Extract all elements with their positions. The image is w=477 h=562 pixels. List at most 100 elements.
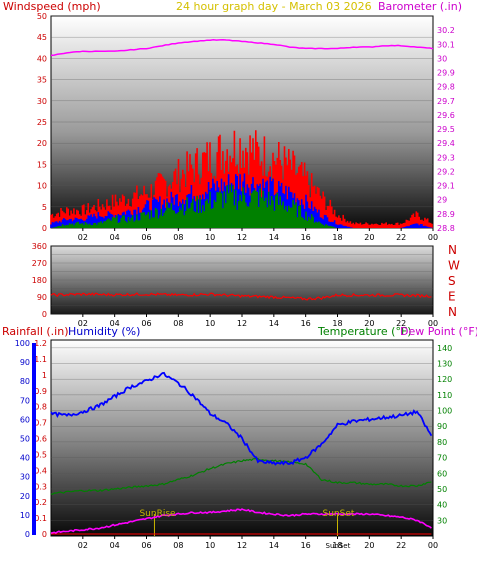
wind-y-tick-label: 35 (37, 76, 47, 85)
wind-y-tick-label: 10 (37, 182, 47, 191)
barometer-y-tick-label: 29.3 (437, 153, 455, 162)
barometer-y-tick-label: 28.9 (437, 210, 455, 219)
direction-y-tick-label: 90 (37, 293, 47, 302)
temp-x-tick-label: 06 (141, 541, 151, 550)
barometer-y-tick-label: 29.5 (437, 125, 455, 134)
compass-label: S (448, 274, 456, 288)
wind-y-tick-label: 20 (37, 139, 47, 148)
temperature-y-tick-label: 140 (437, 344, 452, 353)
rainfall-y-tick-label: 0.1 (34, 514, 47, 523)
compass-label: N (448, 243, 457, 257)
wind-x-tick-label: 02 (78, 233, 88, 242)
humidity-y-tick-label: 80 (20, 377, 30, 386)
barometer-axis-title: Barometer (.in) (378, 0, 462, 13)
barometer-y-tick-label: 29.6 (437, 111, 455, 120)
temp-x-tick-label: 14 (269, 541, 279, 550)
wind-x-tick-label: 06 (141, 233, 151, 242)
temp-x-tick-label: 16 (301, 541, 311, 550)
compass-label: W (448, 259, 460, 273)
temperature-y-tick-label: 30 (437, 516, 447, 525)
temperature-y-tick-label: 40 (437, 501, 447, 510)
direction-x-tick-label: 18 (332, 319, 342, 328)
barometer-y-tick-label: 30.2 (437, 26, 455, 35)
sunrise-label: SunRise (139, 509, 176, 519)
wind-y-tick-label: 50 (37, 12, 47, 21)
humidity-y-tick-label: 60 (20, 415, 30, 424)
sunset-axis-label: SunSet (326, 542, 351, 550)
wind-y-tick-label: 30 (37, 97, 47, 106)
compass-label: E (448, 290, 456, 304)
temperature-y-tick-label: 90 (437, 422, 447, 431)
temp-x-tick-label: 10 (205, 541, 215, 550)
temp-x-tick-label: 02 (78, 541, 88, 550)
humidity-y-tick-label: 40 (20, 454, 30, 463)
humidity-y-tick-label: 30 (20, 473, 30, 482)
barometer-y-tick-label: 29.4 (437, 139, 455, 148)
temp-x-tick-label: 22 (396, 541, 406, 550)
wind-y-tick-label: 40 (37, 54, 47, 63)
humidity-y-tick-label: 20 (20, 492, 30, 501)
direction-x-tick-label: 14 (269, 319, 279, 328)
rainfall-y-tick-label: 0.5 (34, 450, 47, 459)
wind-y-tick-label: 45 (37, 33, 47, 42)
barometer-y-tick-label: 28.8 (437, 224, 455, 233)
direction-y-tick-label: 180 (32, 276, 47, 285)
rainfall-y-tick-label: 0.2 (34, 498, 47, 507)
barometer-y-tick-label: 29.7 (437, 97, 455, 106)
wind-x-tick-label: 22 (396, 233, 406, 242)
direction-x-tick-label: 08 (173, 319, 183, 328)
wind-y-tick-label: 5 (42, 203, 47, 212)
direction-x-tick-label: 00 (428, 319, 438, 328)
barometer-y-tick-label: 30.1 (437, 40, 455, 49)
wind-x-tick-label: 14 (269, 233, 279, 242)
barometer-y-tick-label: 29 (437, 196, 447, 205)
rainfall-y-tick-label: 1.2 (34, 339, 47, 348)
dew-point-axis-title: Dew Point (°F) (400, 325, 477, 338)
temperature-y-tick-label: 120 (437, 375, 452, 384)
wind-x-tick-label: 10 (205, 233, 215, 242)
direction-x-tick-label: 20 (364, 319, 374, 328)
temp-x-tick-label: 04 (110, 541, 120, 550)
wind-y-tick-label: 15 (37, 160, 47, 169)
direction-x-tick-label: 04 (110, 319, 120, 328)
wind-x-tick-label: 18 (332, 233, 342, 242)
direction-x-tick-label: 12 (237, 319, 247, 328)
wind-x-tick-label: 12 (237, 233, 247, 242)
rainfall-y-tick-label: 0 (42, 530, 47, 539)
humidity-y-tick-label: 100 (15, 339, 30, 348)
barometer-y-tick-label: 29.1 (437, 182, 455, 191)
temperature-y-tick-label: 100 (437, 407, 452, 416)
sunset-label: SunSet (323, 509, 355, 519)
humidity-y-tick-label: 70 (20, 396, 30, 405)
humidity-y-tick-label: 0 (25, 530, 30, 539)
direction-x-tick-label: 16 (301, 319, 311, 328)
temperature-y-tick-label: 70 (437, 454, 447, 463)
barometer-y-tick-label: 29.8 (437, 83, 455, 92)
temp-x-tick-label: 20 (364, 541, 374, 550)
chart-title: 24 hour graph day - March 03 2026 (176, 0, 372, 13)
rainfall-y-tick-label: 0.4 (34, 466, 47, 475)
rainfall-y-tick-label: 0.3 (34, 482, 47, 491)
direction-x-tick-label: 02 (78, 319, 88, 328)
wind-x-tick-label: 04 (110, 233, 120, 242)
direction-x-tick-label: 22 (396, 319, 406, 328)
wind-x-tick-label: 16 (301, 233, 311, 242)
wind-x-tick-label: 00 (428, 233, 438, 242)
wind-y-tick-label: 0 (42, 224, 47, 233)
temperature-y-tick-label: 80 (437, 438, 447, 447)
direction-x-tick-label: 10 (205, 319, 215, 328)
rainfall-y-tick-label: 0.8 (34, 403, 47, 412)
wind-x-tick-label: 08 (173, 233, 183, 242)
wind-x-tick-label: 20 (364, 233, 374, 242)
rainfall-y-tick-label: 0.6 (34, 435, 47, 444)
humidity-y-tick-label: 50 (20, 435, 30, 444)
direction-y-tick-label: 0 (42, 310, 47, 319)
barometer-y-tick-label: 30 (437, 54, 447, 63)
humidity-axis-bar (32, 343, 36, 535)
temperature-y-tick-label: 50 (437, 485, 447, 494)
wind-y-tick-label: 25 (37, 118, 47, 127)
rainfall-y-tick-label: 1.1 (34, 355, 47, 364)
temp-x-tick-label: 00 (428, 541, 438, 550)
compass-label: N (448, 305, 457, 319)
